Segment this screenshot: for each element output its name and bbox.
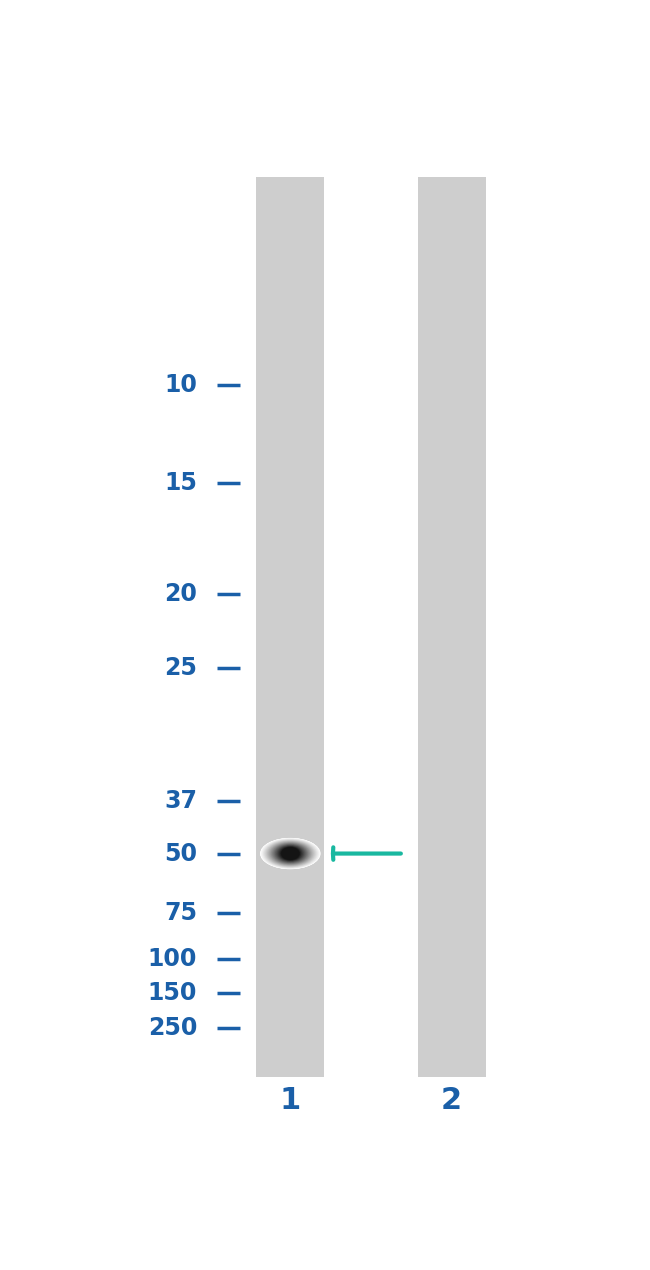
Ellipse shape — [262, 838, 318, 869]
Text: 37: 37 — [164, 789, 197, 813]
Ellipse shape — [279, 846, 302, 861]
Ellipse shape — [274, 845, 307, 864]
Text: 20: 20 — [164, 583, 197, 606]
Ellipse shape — [261, 838, 319, 869]
Ellipse shape — [269, 842, 311, 865]
Ellipse shape — [278, 846, 302, 861]
Ellipse shape — [265, 839, 316, 867]
Text: 2: 2 — [441, 1086, 462, 1115]
Text: 150: 150 — [148, 982, 197, 1006]
Ellipse shape — [265, 839, 317, 867]
Text: 1: 1 — [280, 1086, 301, 1115]
Ellipse shape — [269, 842, 312, 865]
Ellipse shape — [260, 838, 320, 869]
Ellipse shape — [263, 839, 317, 867]
Ellipse shape — [271, 843, 309, 864]
Ellipse shape — [268, 842, 312, 865]
Ellipse shape — [273, 843, 307, 864]
Ellipse shape — [263, 839, 318, 867]
Text: 25: 25 — [164, 655, 197, 679]
Ellipse shape — [261, 838, 320, 869]
Ellipse shape — [273, 843, 307, 864]
Ellipse shape — [262, 838, 319, 869]
Text: 50: 50 — [164, 842, 197, 866]
Ellipse shape — [280, 847, 300, 860]
Ellipse shape — [266, 841, 315, 866]
Text: 15: 15 — [164, 471, 197, 495]
Ellipse shape — [280, 847, 301, 861]
Ellipse shape — [272, 843, 308, 864]
Ellipse shape — [265, 841, 315, 867]
Ellipse shape — [266, 841, 315, 866]
Ellipse shape — [267, 841, 313, 866]
Ellipse shape — [276, 845, 304, 862]
Ellipse shape — [262, 839, 318, 869]
Ellipse shape — [280, 847, 301, 860]
Ellipse shape — [280, 847, 301, 861]
Ellipse shape — [280, 847, 300, 860]
Ellipse shape — [261, 838, 320, 869]
Ellipse shape — [270, 842, 310, 865]
Text: 100: 100 — [148, 947, 197, 972]
Ellipse shape — [271, 843, 309, 865]
Ellipse shape — [271, 843, 310, 865]
Ellipse shape — [264, 839, 317, 867]
Ellipse shape — [265, 841, 315, 867]
Ellipse shape — [274, 845, 306, 862]
Ellipse shape — [275, 845, 306, 862]
Ellipse shape — [278, 846, 303, 861]
Text: 250: 250 — [148, 1016, 197, 1040]
Ellipse shape — [277, 846, 304, 861]
Ellipse shape — [267, 841, 313, 866]
Ellipse shape — [274, 845, 307, 864]
Ellipse shape — [270, 842, 311, 865]
Text: 10: 10 — [164, 373, 197, 398]
Text: 75: 75 — [164, 902, 197, 926]
Ellipse shape — [270, 842, 311, 865]
Ellipse shape — [281, 847, 300, 860]
Ellipse shape — [268, 842, 313, 866]
Ellipse shape — [281, 847, 300, 860]
Ellipse shape — [276, 845, 304, 862]
Ellipse shape — [263, 839, 317, 867]
Ellipse shape — [261, 838, 320, 869]
Bar — [256, 177, 324, 1077]
Ellipse shape — [278, 846, 303, 861]
Ellipse shape — [276, 845, 305, 862]
Ellipse shape — [275, 845, 306, 862]
Ellipse shape — [276, 845, 305, 862]
Ellipse shape — [266, 841, 314, 866]
Ellipse shape — [276, 845, 305, 862]
Ellipse shape — [264, 839, 317, 867]
Ellipse shape — [270, 842, 310, 865]
Ellipse shape — [277, 846, 304, 862]
Ellipse shape — [263, 839, 318, 869]
Ellipse shape — [272, 843, 309, 864]
Ellipse shape — [266, 841, 314, 866]
Ellipse shape — [279, 846, 302, 861]
Ellipse shape — [281, 847, 300, 860]
Ellipse shape — [272, 843, 309, 864]
Ellipse shape — [270, 842, 311, 865]
Bar — [417, 177, 486, 1077]
Ellipse shape — [274, 843, 307, 864]
Ellipse shape — [261, 838, 319, 869]
Ellipse shape — [266, 841, 315, 866]
Ellipse shape — [274, 845, 306, 862]
Ellipse shape — [268, 842, 312, 866]
Ellipse shape — [278, 846, 303, 861]
Ellipse shape — [272, 843, 309, 864]
Ellipse shape — [279, 846, 302, 861]
Ellipse shape — [265, 839, 316, 867]
Ellipse shape — [268, 841, 313, 866]
Ellipse shape — [268, 841, 313, 866]
Ellipse shape — [263, 839, 318, 867]
Ellipse shape — [277, 846, 304, 862]
Ellipse shape — [272, 843, 308, 864]
